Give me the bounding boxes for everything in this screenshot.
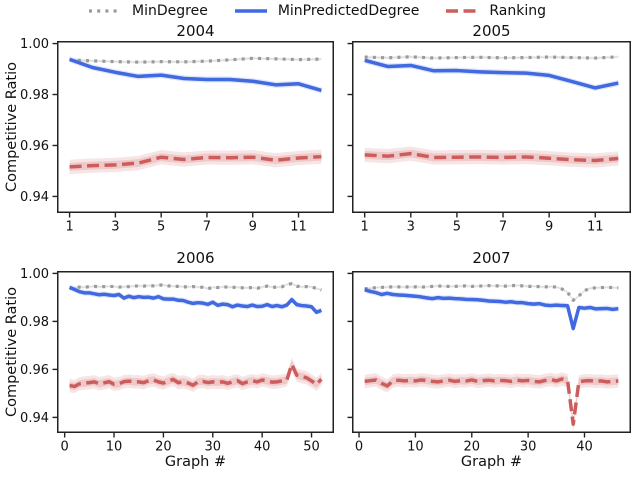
legend-item-mindegree: MinDegree (88, 3, 208, 19)
line-Ranking (364, 151, 619, 163)
y-tick-label: 0.96 (20, 363, 49, 378)
subplot-title-2004: 2004 (176, 22, 215, 40)
plot-canvas-2005: 1 3 5 7 9 11 (347, 41, 631, 235)
x-tick-label: 7 (499, 220, 507, 235)
x-axis: 1 3 5 7 9 11 (65, 213, 307, 235)
x-tick-label: 10 (407, 440, 424, 455)
x-tick-label: 11 (290, 220, 307, 235)
plot-canvas-2007: 0 10 20 30 40 (347, 271, 631, 455)
minpredicteddegree-line-swatch-icon (234, 9, 267, 13)
axes-spines (352, 271, 631, 433)
band-MinPredictedDegree (69, 284, 322, 316)
x-axis: 0 10 20 30 40 (355, 433, 593, 455)
plot-canvas-2006: 0 10 20 30 40 50 1.00 0.98 0.96 0.94 (20, 267, 334, 455)
y-tick-label: 0.98 (20, 88, 49, 103)
series-group (68, 282, 323, 394)
ranking-line-swatch-icon (446, 9, 479, 13)
x-tick-label: 3 (407, 220, 415, 235)
y-tick-label: 0.94 (20, 190, 49, 205)
subplot-2005: 1 3 5 7 9 11 (347, 41, 631, 235)
subplot-title-2006: 2006 (176, 249, 215, 267)
line-MinPredictedDegree (364, 288, 619, 331)
line-MinDegree (69, 282, 322, 292)
y-tick-label: 0.98 (20, 315, 49, 330)
band-Ranking (364, 372, 619, 431)
x-tick-label: 5 (157, 220, 165, 235)
line-MinDegree (364, 55, 619, 60)
x-axis: 0 10 20 30 40 50 (61, 433, 320, 455)
line-MinPredictedDegree (364, 58, 619, 90)
axes-spines (57, 271, 334, 433)
x-axis-label-2006: Graph # (164, 454, 227, 470)
band-MinPredictedDegree (69, 56, 322, 94)
x-tick-label: 20 (463, 440, 480, 455)
line-Ranking (69, 362, 323, 389)
legend-label-ranking: Ranking (489, 3, 546, 19)
band-MinPredictedDegree (69, 285, 322, 314)
band-Ranking (69, 152, 322, 171)
x-tick-label: 40 (254, 440, 271, 455)
x-tick-label: 3 (111, 220, 119, 235)
band-MinDegree (69, 283, 322, 291)
line-MinDegree (364, 283, 619, 302)
x-tick-label: 1 (361, 220, 369, 235)
x-tick-label: 1 (65, 220, 73, 235)
band-MinPredictedDegree (364, 57, 619, 91)
chart-legend: MinDegree MinPredictedDegree Ranking (0, 1, 634, 21)
y-axis: 1.00 0.98 0.96 0.94 (20, 267, 57, 426)
x-axis: 1 3 5 7 9 11 (361, 213, 604, 235)
x-axis-label-2007: Graph # (460, 454, 523, 470)
line-MinDegree (69, 56, 322, 64)
plot-canvas-2004: 1 3 5 7 9 11 1.00 0.98 0.96 0.94 (20, 37, 334, 235)
subplot-title-2005: 2005 (472, 22, 511, 40)
band-Ranking (364, 375, 619, 428)
x-tick-label: 0 (355, 440, 363, 455)
y-axis (347, 272, 352, 419)
y-tick-label: 1.00 (20, 267, 49, 282)
y-tick-label: 0.94 (20, 411, 49, 426)
y-axis (347, 42, 352, 198)
series-group (364, 283, 619, 431)
legend-label-minpredicteddegree: MinPredictedDegree (277, 3, 420, 19)
line-MinPredictedDegree (69, 57, 322, 93)
legend-item-minpredicteddegree: MinPredictedDegree (234, 3, 420, 19)
axes-spines (352, 41, 631, 213)
legend-item-ranking: Ranking (445, 3, 546, 19)
series-group (364, 55, 619, 168)
x-tick-label: 9 (249, 220, 257, 235)
line-Ranking (364, 377, 619, 426)
x-tick-label: 40 (576, 440, 593, 455)
x-tick-label: 5 (453, 220, 461, 235)
band-Ranking (69, 357, 322, 394)
legend-label-mindegree: MinDegree (132, 3, 208, 19)
mindegree-line-swatch-icon (89, 9, 122, 13)
x-tick-label: 20 (155, 440, 172, 455)
y-tick-label: 0.96 (20, 139, 49, 154)
x-tick-label: 7 (203, 220, 211, 235)
subplot-2006: 0 10 20 30 40 50 1.00 0.98 0.96 0.94 (20, 267, 334, 455)
axes-spines (57, 41, 334, 213)
series-group (69, 56, 322, 175)
x-tick-label: 30 (520, 440, 537, 455)
line-MinPredictedDegree (68, 285, 323, 315)
x-tick-label: 10 (106, 440, 123, 455)
y-axis: 1.00 0.98 0.96 0.94 (20, 37, 57, 205)
subplot-title-2007: 2007 (472, 249, 511, 267)
x-tick-label: 50 (303, 440, 320, 455)
x-tick-label: 9 (545, 220, 553, 235)
subplot-2004: 1 3 5 7 9 11 1.00 0.98 0.96 0.94 (20, 37, 334, 235)
x-tick-label: 30 (205, 440, 222, 455)
y-tick-label: 1.00 (20, 37, 49, 52)
x-tick-label: 11 (587, 220, 604, 235)
line-Ranking (69, 154, 322, 169)
band-Ranking (69, 149, 322, 175)
x-tick-label: 0 (61, 440, 69, 455)
subplot-2007: 0 10 20 30 40 (347, 271, 631, 455)
